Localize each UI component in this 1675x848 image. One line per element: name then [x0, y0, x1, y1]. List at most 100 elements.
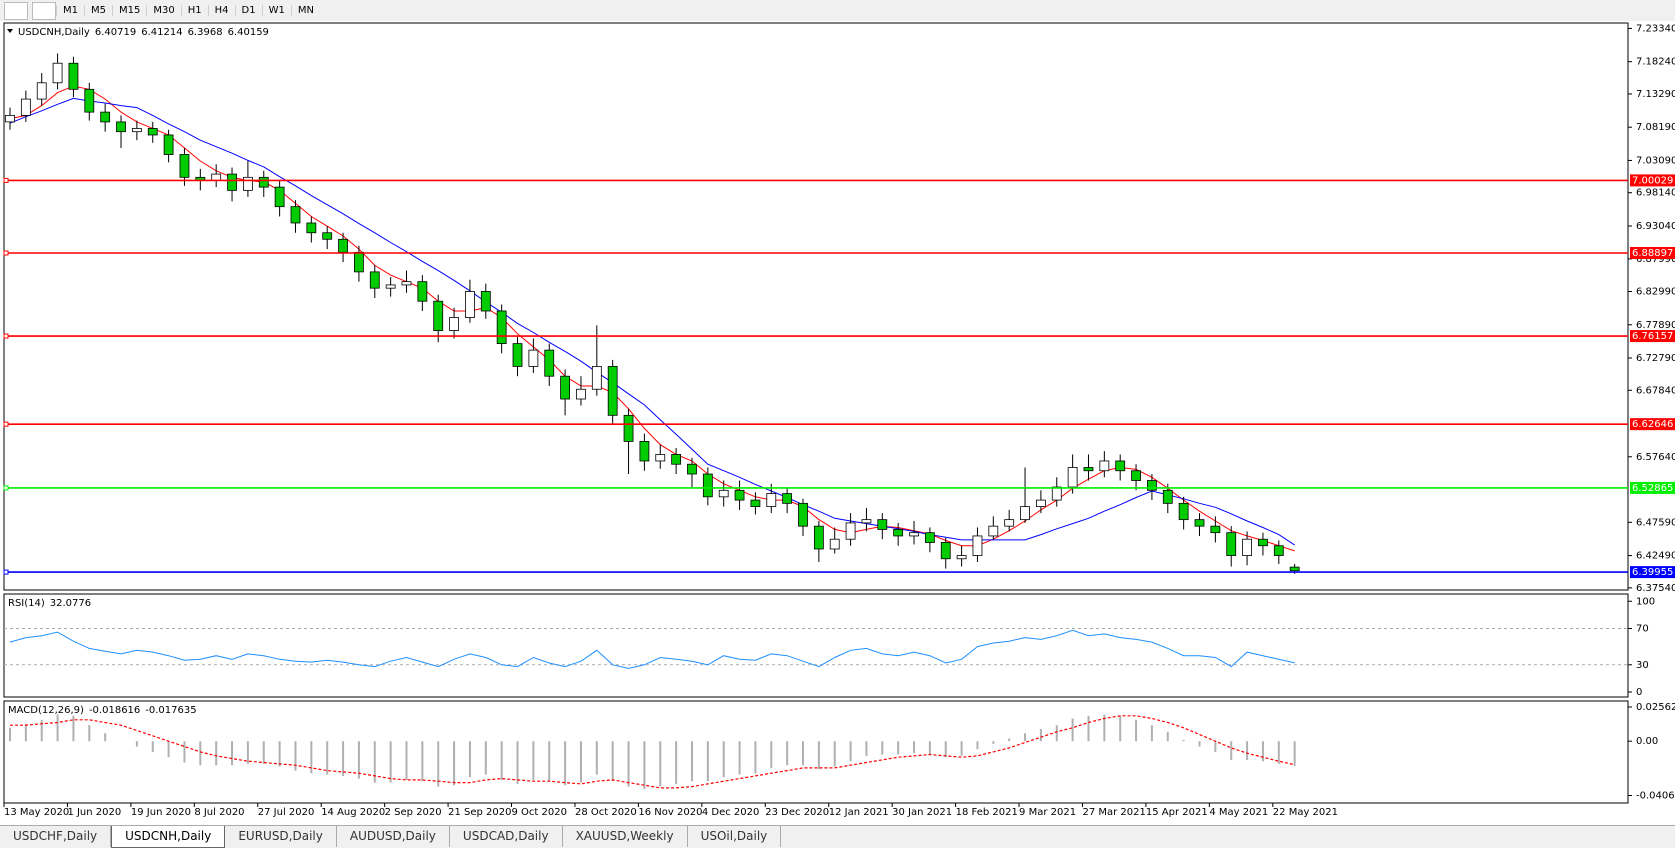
macd-bar [357, 741, 360, 779]
macd-bar [167, 741, 170, 758]
candle-body [829, 538, 840, 550]
timeframe-button[interactable]: M15 [112, 5, 146, 16]
candle-body [512, 343, 523, 367]
macd-bar [786, 741, 789, 766]
y-tick-label: 100 [1636, 596, 1655, 607]
macd-bar [817, 741, 820, 770]
x-tick-label: 22 May 2021 [1273, 807, 1338, 818]
candle-body [560, 375, 570, 400]
candle-body [274, 186, 285, 208]
chart-tab[interactable]: XAUUSD,Weekly [563, 826, 688, 847]
y-tick-label: 7.23340 [1636, 23, 1675, 34]
x-tick-label: 2 Sep 2020 [385, 807, 442, 818]
timeframe-button[interactable]: W1 [261, 5, 291, 16]
level-handle [3, 485, 9, 491]
chart-tab[interactable]: USDCAD,Daily [450, 826, 563, 847]
macd-bar [675, 741, 678, 784]
toolbar: M1 M5 M15 M30 H1 H4 D1 W1 MN [0, 0, 1675, 22]
candle-body [1020, 506, 1030, 521]
macd-bar [199, 741, 202, 766]
candle-body [116, 121, 126, 133]
candle-body [607, 366, 618, 416]
macd-bar [9, 727, 11, 742]
candle-body [1004, 519, 1015, 527]
chart-tab[interactable]: AUDUSD,Daily [337, 826, 450, 847]
y-tick-label: 7.18240 [1636, 57, 1675, 68]
y-tick-label: 0 [1636, 687, 1642, 698]
macd-bar [342, 741, 345, 776]
ohlc-value: 6.40159 [228, 27, 269, 38]
timeframe-button[interactable]: D1 [234, 5, 262, 16]
macd-bar [40, 719, 43, 742]
macd-bar [897, 741, 900, 755]
macd-bar [928, 741, 931, 755]
macd-bar [1261, 741, 1264, 762]
macd-bar [976, 741, 979, 750]
y-tick-label: 6.67840 [1636, 385, 1675, 396]
level-handle [3, 569, 9, 575]
level-label: 6.88897 [1632, 248, 1673, 259]
macd-bar [992, 741, 995, 744]
chart-tab[interactable]: USOil,Daily [688, 826, 782, 847]
chart-tab[interactable]: USDCNH,Daily [111, 826, 226, 848]
macd-bar [516, 741, 519, 784]
macd-bar [833, 741, 836, 767]
candle-body [147, 128, 158, 136]
candle-body [782, 493, 793, 504]
candle-body [369, 271, 380, 289]
x-tick-label: 12 Jan 2021 [829, 807, 889, 818]
timeframe-button[interactable]: M30 [146, 5, 180, 16]
timeframe-button[interactable]: MN [290, 5, 320, 16]
timeframe-button[interactable]: H1 [180, 5, 208, 16]
timeframe-button[interactable]: M5 [84, 5, 112, 16]
candle-body [36, 82, 47, 100]
macd-bar [643, 741, 646, 790]
candle-body [1226, 532, 1237, 556]
timeframe-button[interactable]: M1 [56, 5, 84, 16]
candle-body [496, 310, 507, 345]
macd-bar [944, 741, 947, 758]
candle-body [1067, 467, 1078, 488]
macd-bar [468, 741, 471, 778]
macd-bar [437, 741, 440, 787]
tool-icon[interactable] [32, 1, 56, 20]
candle-body [1210, 525, 1221, 534]
y-tick-label: -0.040687 [1636, 791, 1675, 802]
candle-body [417, 281, 428, 302]
level-label-box [1630, 330, 1675, 343]
indicator-title: USDCNH,Daily [18, 27, 90, 38]
candle-body [1099, 460, 1110, 472]
candle-body [671, 454, 682, 465]
candle-body [639, 441, 650, 462]
macd-bar [1055, 725, 1058, 742]
macd-bar [611, 741, 614, 782]
chart-tab[interactable]: EURUSD,Daily [225, 826, 337, 847]
macd-bar [849, 741, 852, 762]
candle-body [861, 519, 872, 524]
candle-body [1273, 545, 1284, 556]
macd-bar [262, 741, 265, 764]
candle-body [1036, 499, 1046, 508]
candle-body [702, 473, 713, 498]
macd-bar [135, 741, 138, 747]
macd-bar [104, 733, 107, 742]
level-label-box [1630, 246, 1675, 259]
macd-bar [1119, 715, 1122, 742]
candle-body [163, 134, 174, 155]
candle-body [940, 542, 951, 560]
macd-bar [770, 741, 773, 768]
candle-body [68, 62, 79, 90]
candle-body [1289, 566, 1300, 572]
tool-icon[interactable] [4, 1, 28, 20]
chart-tab[interactable]: USDCHF,Daily [0, 826, 112, 847]
macd-bar [960, 741, 963, 756]
timeframe-button[interactable]: H4 [207, 5, 235, 16]
collapse-triangle [7, 29, 13, 33]
level-label-box [1630, 174, 1675, 187]
panel-frame [3, 700, 1629, 804]
candle-body [433, 300, 444, 331]
candle-body [1115, 460, 1126, 472]
macd-bar [564, 741, 567, 786]
y-tick-label: 6.47590 [1636, 517, 1675, 528]
